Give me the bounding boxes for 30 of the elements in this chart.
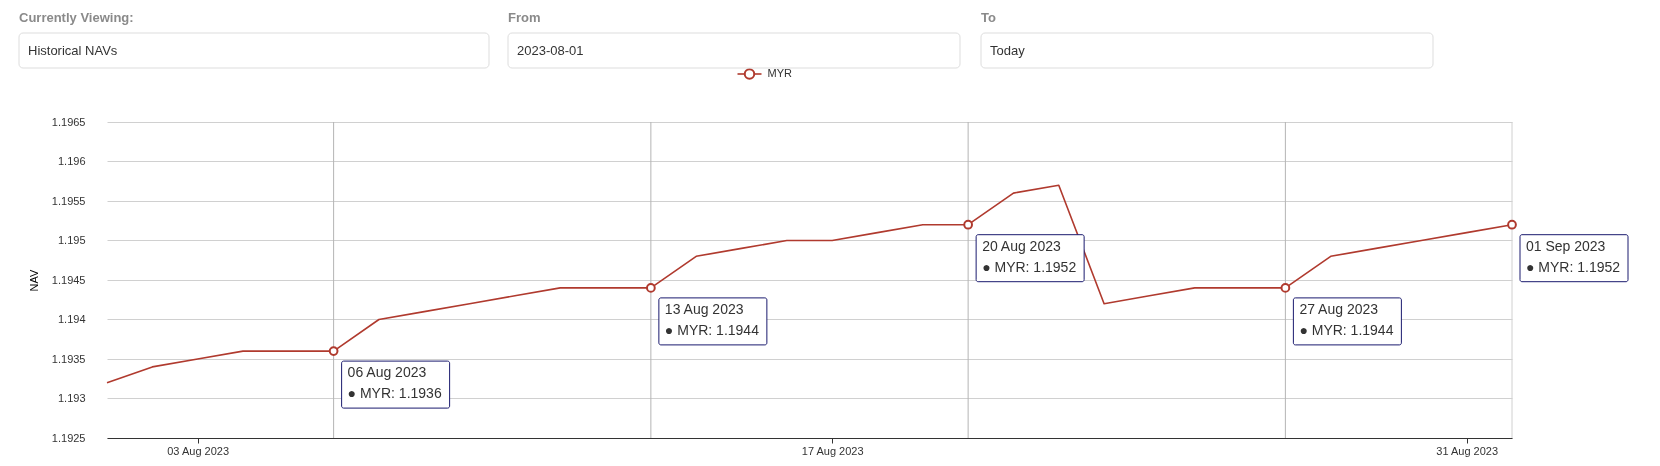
text: Currently Viewing: xyxy=(19,10,134,25)
y-tick-label: 1.1945 xyxy=(51,273,86,286)
text: Historical NAVs xyxy=(28,43,118,58)
annotation: 01 Sep 2023 ● MYR: 1.1952 xyxy=(1526,237,1621,275)
y-tick-label: 1.1935 xyxy=(51,352,86,365)
x-tick-label: 03 Aug 2023 xyxy=(167,444,230,457)
y-tick-label: 1.194 xyxy=(57,313,86,325)
text: 2023-08-01 xyxy=(517,43,584,58)
y-tick-label: 1.1955 xyxy=(51,194,86,207)
x-tick-label: 17 Aug 2023 xyxy=(801,444,864,457)
point xyxy=(328,346,339,356)
y-tick-label: 1.196 xyxy=(57,155,86,167)
x-tick-label: 31 Aug 2023 xyxy=(1436,444,1499,457)
annotation: 27 Aug 2023 ● MYR: 1.1944 xyxy=(1299,300,1394,338)
annotation: 06 Aug 2023 ● MYR: 1.1936 xyxy=(347,364,442,402)
point xyxy=(963,219,973,230)
text: From xyxy=(508,10,541,25)
annotation: 20 Aug 2023 ● MYR: 1.1952 xyxy=(982,237,1077,275)
point xyxy=(1507,219,1517,230)
y-tick-label: 1.195 xyxy=(57,234,86,246)
text: Today xyxy=(990,43,1026,58)
text: To xyxy=(981,10,996,25)
annotation: 13 Aug 2023 ● MYR: 1.1944 xyxy=(664,300,760,338)
point xyxy=(646,283,656,293)
y-tick-label: 1.1925 xyxy=(51,431,86,444)
y-tick-label: 1.1965 xyxy=(51,115,86,128)
legend-label: MYR xyxy=(767,67,792,79)
point xyxy=(1280,283,1291,293)
y-tick-label: 1.193 xyxy=(57,392,86,404)
y-axis-title: NAV xyxy=(27,268,40,292)
